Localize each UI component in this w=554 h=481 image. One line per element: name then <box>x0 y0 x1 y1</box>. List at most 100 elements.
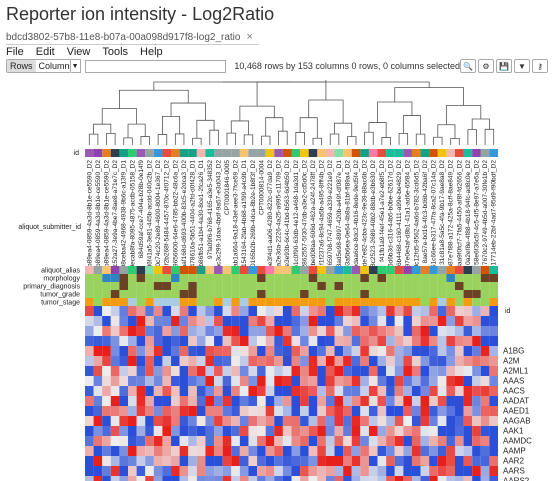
heatmap-cell <box>403 346 412 356</box>
annotation-cell <box>352 290 361 298</box>
heatmap-cell <box>446 346 455 356</box>
heatmap-cell <box>481 396 490 406</box>
document-tab[interactable]: bdcd3802-57b8-11e8-b07a-00a098d917f8-log… <box>6 30 259 45</box>
annotation-cell <box>223 274 232 282</box>
annotation-cell <box>137 290 146 298</box>
menu-view[interactable]: View <box>67 46 91 58</box>
heatmap-cell <box>343 316 352 326</box>
menu-tools[interactable]: Tools <box>102 46 128 58</box>
heatmap-cell <box>395 336 404 346</box>
row-gene-label: AACS <box>503 387 525 396</box>
heatmap-cell <box>309 416 318 426</box>
annotation-cell <box>421 266 430 274</box>
heatmap-cell <box>154 376 163 386</box>
heatmap-cell <box>188 456 197 466</box>
column-submitter-id: c6e3f4d1-aa06-4280-822c-d77da9_D2 <box>267 160 274 272</box>
heatmap-cell <box>137 446 146 456</box>
heatmap-cell <box>429 336 438 346</box>
heatmap-cell <box>386 426 395 436</box>
heatmap-cell <box>248 406 257 416</box>
filter-icon[interactable]: ▼ <box>514 59 530 73</box>
heatmap-cell <box>248 326 257 336</box>
column-id-swatch <box>395 149 404 157</box>
heatmap-cell <box>292 386 301 396</box>
search-field-dropdown[interactable]: ▼ <box>71 59 81 73</box>
column-submitter-id: f1543164-2fab-4b68-a1f99-a4c9b_D1 <box>241 160 248 269</box>
heatmap-cell <box>317 396 326 406</box>
rows-toggle[interactable]: Rows <box>7 60 36 72</box>
menu-help[interactable]: Help <box>140 46 163 58</box>
heatmap-cell <box>214 336 223 346</box>
heatmap-cell <box>335 356 344 366</box>
column-id-swatch <box>188 149 197 157</box>
heatmap-cell <box>154 326 163 336</box>
key-icon[interactable]: ⚷ <box>532 59 548 73</box>
heatmap-cell <box>240 456 249 466</box>
heatmap-cell <box>154 416 163 426</box>
heatmap-cell <box>455 306 464 316</box>
annotation-cell <box>283 298 292 306</box>
heatmap-cell <box>137 406 146 416</box>
columns-toggle[interactable]: Columns <box>36 60 71 72</box>
heatmap-cell <box>274 356 283 366</box>
heatmap-cell <box>214 356 223 366</box>
search-input[interactable] <box>85 60 227 73</box>
annotation-cell <box>455 274 464 282</box>
annotation-cell <box>266 290 275 298</box>
window-title: Reporter ion intensity - Log2Ratio <box>6 4 274 25</box>
annotation-cell <box>489 282 498 290</box>
heatmap-cell <box>464 466 473 476</box>
heatmap-cell <box>102 306 111 316</box>
heatmap-cell <box>188 356 197 366</box>
heatmap-cell <box>248 306 257 316</box>
annotation-cell <box>369 266 378 274</box>
heatmap-cell <box>274 346 283 356</box>
column-id-swatch <box>317 149 326 157</box>
dendrogram-branch <box>300 118 317 139</box>
heatmap-cell <box>326 336 335 346</box>
heatmap-cell <box>395 316 404 326</box>
heatmap-cell <box>94 386 103 396</box>
annotation-cell <box>438 266 447 274</box>
heatmap-cell <box>317 456 326 466</box>
annotation-cell <box>240 266 249 274</box>
heatmap-cell <box>438 436 447 446</box>
annotation-cell <box>446 266 455 274</box>
tab-label[interactable]: bdcd3802-57b8-11e8-b07a-00a098d917f8-log… <box>6 32 240 43</box>
annotation-cell <box>188 290 197 298</box>
heatmap-cell <box>231 446 240 456</box>
column-id-swatch <box>266 149 275 157</box>
menu-edit[interactable]: Edit <box>36 46 55 58</box>
heatmap-cell <box>283 406 292 416</box>
heatmap-cell <box>343 466 352 476</box>
heatmap-cell <box>421 406 430 416</box>
heatmap-cell <box>421 466 430 476</box>
heatmap-cell <box>274 456 283 466</box>
tab-close-icon[interactable]: × <box>246 31 252 43</box>
heatmap-cell <box>309 386 318 396</box>
save-icon[interactable]: 💾 <box>496 59 512 73</box>
annotation-cell <box>94 298 103 306</box>
heatmap-cell <box>472 386 481 396</box>
heatmap-cell <box>94 446 103 456</box>
zoom-icon[interactable]: 🔍 <box>460 59 476 73</box>
annotation-cell <box>111 290 120 298</box>
annotation-cell <box>274 298 283 306</box>
heatmap-cell <box>429 396 438 406</box>
heatmap-cell <box>162 406 171 416</box>
column-submitter-id: 8ae57e-bd16-4fc3-bd6b-42ba6f_D2 <box>422 160 429 264</box>
annotation-cell <box>248 282 257 290</box>
column-id-swatch <box>455 149 464 157</box>
menu-file[interactable]: File <box>6 46 24 58</box>
heatmap-cell <box>464 356 473 366</box>
annotation-cell <box>257 290 266 298</box>
dendrogram-branch <box>128 124 145 138</box>
gear-icon[interactable]: ⚙ <box>478 59 494 73</box>
heatmap-cell <box>317 316 326 326</box>
annotation-cell <box>214 298 223 306</box>
heatmap-cell <box>283 436 292 446</box>
dendrogram-branch <box>162 116 179 134</box>
heatmap-cell <box>180 366 189 376</box>
heatmap-cell <box>386 466 395 476</box>
heatmap-cell <box>85 306 94 316</box>
